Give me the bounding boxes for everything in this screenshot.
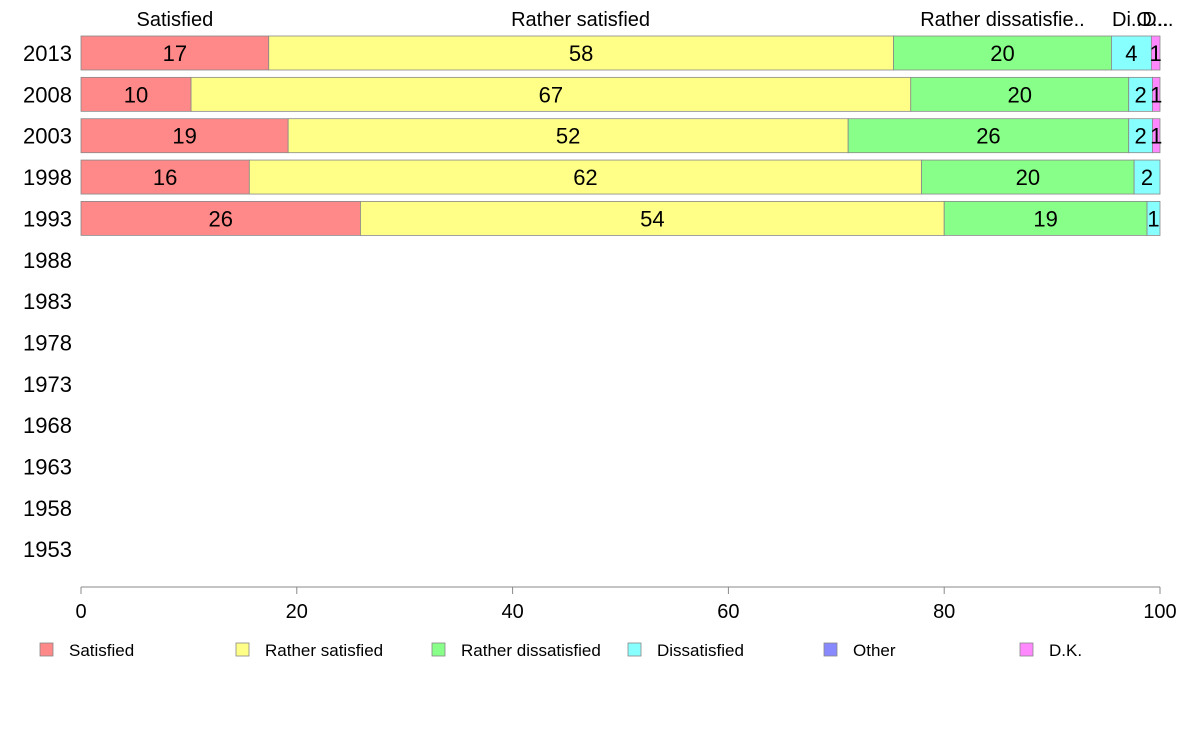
y-tick-label: 2008	[23, 82, 72, 107]
y-tick-label: 1998	[23, 165, 72, 190]
x-tick-label: 80	[933, 601, 955, 623]
y-tick-label: 1963	[23, 455, 72, 480]
bar-segment	[287, 118, 849, 154]
bar-data-label: 54	[640, 206, 664, 231]
bar-segment	[910, 76, 1130, 112]
bar-segment	[80, 159, 250, 195]
legend-swatch	[39, 642, 54, 657]
bar-data-label: 20	[1007, 82, 1031, 107]
legend-label: Other	[853, 641, 896, 660]
y-tick-label: 1978	[23, 330, 72, 355]
x-tick-label: 40	[501, 601, 523, 623]
bar-data-label: 1	[1147, 206, 1159, 231]
bar-segment	[190, 76, 912, 112]
legend-label: Satisfied	[69, 641, 134, 660]
bar-segment	[893, 35, 1112, 71]
legend-label: Rather dissatisfied	[461, 641, 601, 660]
bar-data-label: 26	[976, 124, 1000, 149]
y-tick-label: 2003	[23, 124, 72, 149]
bar-segment	[921, 159, 1135, 195]
y-tick-label: 1968	[23, 413, 72, 438]
y-tick-label: 2013	[23, 41, 72, 66]
bar-data-label: 52	[556, 124, 580, 149]
x-tick-label: 100	[1143, 601, 1176, 623]
top-label: O...	[1136, 9, 1168, 31]
bar-segment	[1133, 159, 1161, 195]
bar-segment	[943, 200, 1148, 236]
legend-label: Rather satisfied	[265, 641, 383, 660]
bar-segment	[1150, 35, 1161, 71]
bar-segment	[360, 200, 945, 236]
x-tick-label: 60	[717, 601, 739, 623]
bar-segment	[80, 118, 289, 154]
bar-segment	[847, 118, 1130, 154]
top-label: Satisfied	[137, 9, 214, 31]
legend-swatch	[627, 642, 642, 657]
bar-data-label: 1	[1150, 41, 1162, 66]
bar-data-label: 2	[1141, 165, 1153, 190]
y-tick-label: 1988	[23, 248, 72, 273]
bar-data-label: 67	[539, 82, 563, 107]
y-tick-label: 1958	[23, 496, 72, 521]
bar-data-label: 17	[163, 41, 187, 66]
bar-segment	[1152, 76, 1161, 112]
bar-segment	[80, 35, 270, 71]
legend: Satisfied Rather satisfied Rather dissatis…	[39, 641, 1082, 660]
top-category-labels: Satisfied Rather satisfied Rather dissatis…	[137, 9, 1174, 31]
legend-label: D.K.	[1049, 641, 1082, 660]
bar-data-label: 20	[990, 41, 1014, 66]
bar-data-label: 62	[573, 165, 597, 190]
bar-segment	[80, 76, 192, 112]
x-tick-label: 0	[75, 601, 86, 623]
top-label: Di...	[1112, 9, 1148, 31]
bar-data-label: 2	[1134, 124, 1146, 149]
bar-segment	[248, 159, 922, 195]
bars-group: 17 58 20 4 110 67 20 2 119 52 26 2 116 62 20 226 54 19 1	[80, 35, 1162, 236]
y-tick-label: 1983	[23, 289, 72, 314]
top-label: Rather dissatisfie..	[920, 9, 1085, 31]
bar-data-label: 2	[1134, 82, 1146, 107]
y-axis-labels: 2013 2008 2003 1998 1993 1988 1983 1978 1973 1968…	[23, 41, 72, 562]
bar-data-label: 4	[1125, 41, 1137, 66]
bar-data-label: 16	[153, 165, 177, 190]
bar-segment	[1152, 118, 1161, 154]
x-tick-label: 20	[286, 601, 308, 623]
bar-data-label: 58	[569, 41, 593, 66]
x-axis: 0 20 40 60 80 100	[75, 586, 1177, 623]
bar-segment	[1146, 200, 1161, 236]
bar-data-label: 19	[1033, 206, 1057, 231]
legend-swatch	[235, 642, 250, 657]
bar-data-label: 20	[1016, 165, 1040, 190]
bar-data-label: 26	[208, 206, 232, 231]
bar-data-label: 1	[1150, 82, 1162, 107]
legend-swatch	[823, 642, 838, 657]
bar-data-label: 10	[124, 82, 148, 107]
legend-swatch	[1019, 642, 1034, 657]
y-tick-label: 1973	[23, 372, 72, 397]
bar-data-label: 1	[1150, 124, 1162, 149]
legend-label: Dissatisfied	[657, 641, 744, 660]
y-tick-label: 1953	[23, 537, 72, 562]
legend-swatch	[431, 642, 446, 657]
top-label: D...	[1142, 9, 1173, 31]
top-label: Rather satisfied	[511, 9, 650, 31]
y-tick-label: 1993	[23, 206, 72, 231]
bar-segment	[1111, 35, 1152, 71]
bar-data-label: 19	[172, 124, 196, 149]
bar-segment	[80, 200, 361, 236]
